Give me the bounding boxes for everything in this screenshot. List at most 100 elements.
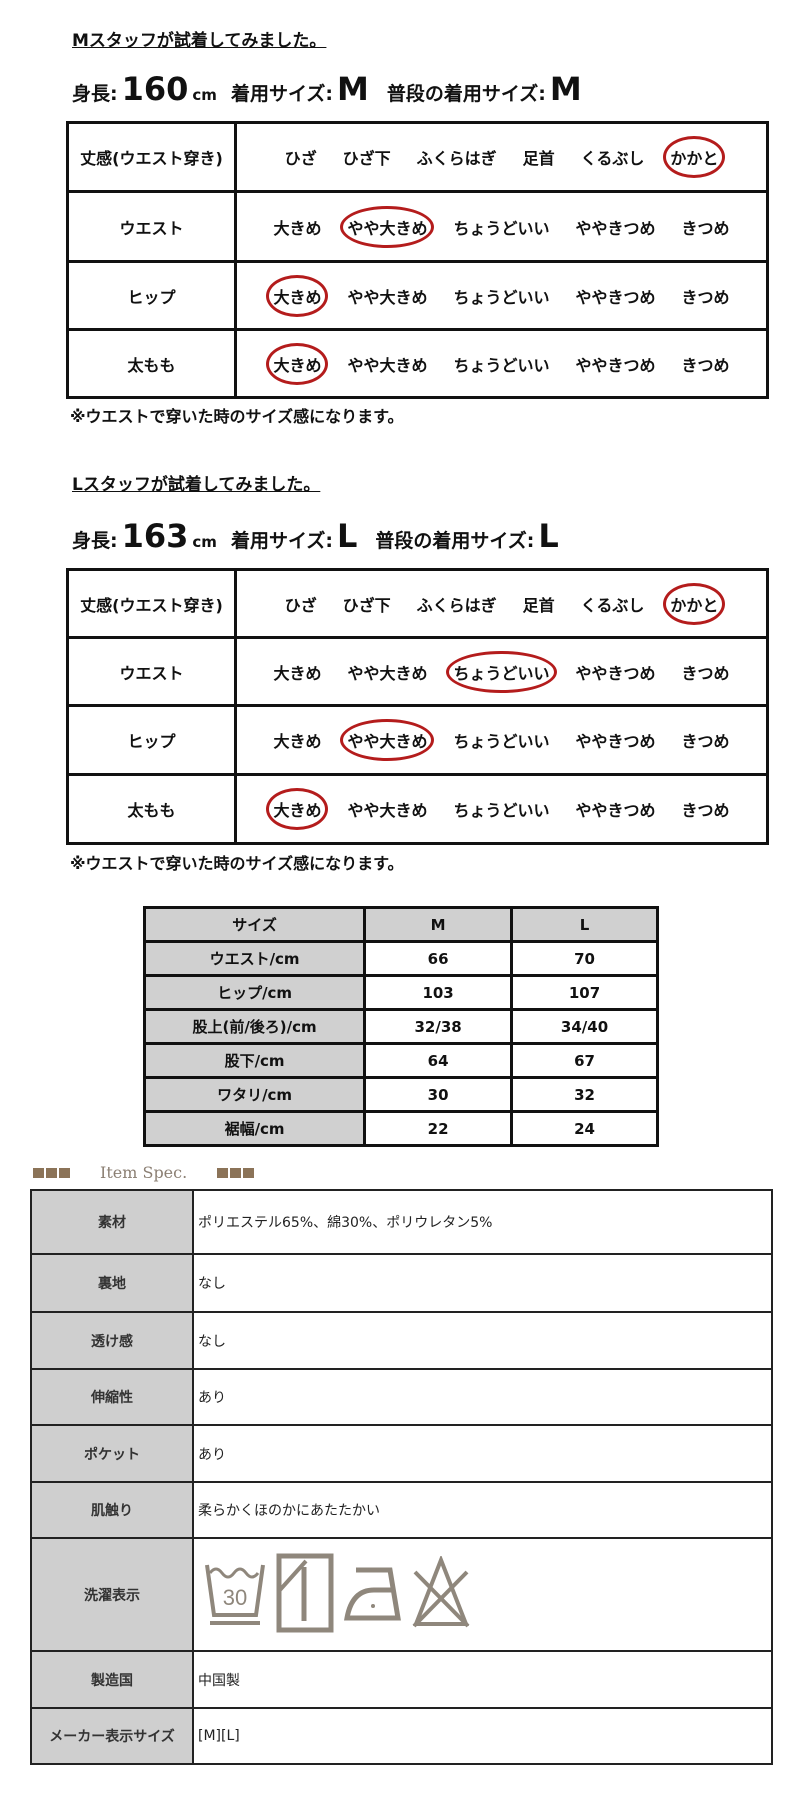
measurement-height-label: 身長:: [72, 83, 118, 105]
measurement-usual: M: [549, 70, 582, 108]
spec-label: 裏地: [30, 1253, 194, 1313]
option: ややきつめ: [575, 663, 656, 683]
measurement-height-unit: cm: [192, 533, 217, 551]
fit-row: 太もも 大きめ やや大きめ ちょうどいい ややきつめ きつめ: [66, 773, 769, 845]
option: やや大きめ: [347, 663, 428, 683]
size-value: 30: [363, 1076, 514, 1113]
fit-row-label: 丈感(ウエスト穿き): [66, 121, 237, 193]
option: きつめ: [681, 287, 730, 307]
option: 足首: [522, 595, 555, 615]
option: ひざ下: [342, 595, 391, 615]
spec-value: なし: [192, 1311, 773, 1370]
option: やや大きめ: [347, 801, 428, 820]
measurement-size-label: 着用サイズ:: [230, 83, 333, 105]
spec-label: メーカー表示サイズ: [30, 1707, 194, 1765]
fit-table: 丈感(ウエスト穿き) ひざ ひざ下 ふくらはぎ 足首 くるぶし かかと ウエスト 大きめ やや大き…: [66, 121, 769, 399]
option: ふくらはぎ: [416, 149, 497, 168]
selected-option: 大きめ: [266, 788, 329, 830]
selected-option: かかと: [663, 136, 726, 178]
option: ややきつめ: [575, 287, 656, 307]
size-row-label: 裾幅/cm: [142, 1110, 367, 1147]
size-value: 22: [363, 1110, 514, 1147]
options-list: 大きめ やや大きめ ちょうどいい ややきつめ きつめ: [237, 650, 766, 693]
item-spec-title: Item Spec.: [100, 1163, 188, 1182]
measurement-size: M: [336, 70, 369, 108]
option: くるぶし: [580, 595, 645, 615]
options-list: ひざ ひざ下 ふくらはぎ 足首 くるぶし かかと: [237, 136, 766, 178]
wash-30-icon: 30: [204, 1557, 266, 1633]
fit-options: 大きめ やや大きめ ちょうどいい ややきつめ きつめ: [234, 260, 769, 331]
option: ちょうどいい: [453, 355, 550, 375]
measurement-usual: L: [538, 517, 559, 555]
size-row-label: ヒップ/cm: [142, 974, 367, 1011]
size-value: 107: [510, 974, 659, 1011]
fit-row: ウエスト 大きめ やや大きめ ちょうどいい ややきつめ きつめ: [66, 636, 769, 707]
fit-row-label: ウエスト: [66, 636, 237, 707]
spec-label: 透け感: [30, 1311, 194, 1370]
spec-value: [M][L]: [192, 1707, 773, 1765]
fit-note: ※ウエストで穿いた時のサイズ感になります。: [70, 407, 404, 426]
fit-row-label: 太もも: [66, 328, 237, 399]
selected-option: 大きめ: [266, 342, 329, 385]
selected-option: やや大きめ: [340, 719, 435, 761]
option: きつめ: [681, 663, 730, 683]
fit-row: 丈感(ウエスト穿き) ひざ ひざ下 ふくらはぎ 足首 くるぶし かかと: [66, 568, 769, 639]
option: ひざ下: [342, 149, 391, 168]
option: やや大きめ: [347, 287, 428, 307]
options-list: ひざ ひざ下 ふくらはぎ 足首 くるぶし かかと: [237, 582, 766, 625]
option: ちょうどいい: [453, 287, 550, 307]
size-row-label: ウエスト/cm: [142, 940, 367, 977]
option: ちょうどいい: [453, 801, 550, 820]
measurement-usual-label: 普段の着用サイズ:: [375, 530, 535, 552]
section-title: Lスタッフが試着してみました。: [72, 475, 321, 495]
selected-option: ちょうどいい: [446, 650, 557, 693]
fit-options: 大きめ やや大きめ ちょうどいい ややきつめ きつめ: [234, 636, 769, 707]
spec-label: 洗濯表示: [30, 1537, 194, 1652]
fit-row: ヒップ 大きめ やや大きめ ちょうどいい ややきつめ きつめ: [66, 704, 769, 776]
drip-dry-shade-icon: [276, 1553, 334, 1637]
spec-label: 肌触り: [30, 1481, 194, 1539]
option: ふくらはぎ: [416, 595, 497, 615]
square-icon: [243, 1168, 255, 1178]
square-icon: [33, 1168, 44, 1178]
option: 大きめ: [273, 732, 322, 751]
spec-label: 製造国: [30, 1650, 194, 1709]
fit-note: ※ウエストで穿いた時のサイズ感になります。: [70, 854, 404, 873]
size-header: M: [363, 906, 514, 943]
spec-row: 製造国 中国製: [30, 1650, 773, 1709]
size-row: ワタリ/cm 30 32: [142, 1076, 659, 1113]
size-header: サイズ: [142, 906, 367, 943]
option: ひざ: [284, 149, 317, 168]
selected-option: 大きめ: [266, 274, 329, 317]
fit-row-label: 太もも: [66, 773, 237, 845]
spec-label: 伸縮性: [30, 1368, 194, 1426]
iron-low-icon: [344, 1562, 402, 1628]
spec-value: あり: [192, 1368, 773, 1426]
item-spec-heading: Item Spec.: [33, 1163, 256, 1182]
selected-option: かかと: [663, 582, 726, 625]
options-list: 大きめ やや大きめ ちょうどいい ややきつめ きつめ: [237, 788, 766, 830]
measurement-height: 163: [121, 517, 189, 555]
fit-row: ヒップ 大きめ やや大きめ ちょうどいい ややきつめ きつめ: [66, 260, 769, 331]
option: ちょうどいい: [453, 218, 550, 238]
spec-value: 中国製: [192, 1650, 773, 1709]
selected-option: やや大きめ: [340, 205, 435, 248]
spec-row: 洗濯表示 30: [30, 1537, 773, 1652]
size-value: 24: [510, 1110, 659, 1147]
size-table: サイズ M L ウエスト/cm 66 70 ヒップ/cm 103 107 股上(前/後ろ)/cm 3…: [142, 906, 659, 1147]
size-row: 股上(前/後ろ)/cm 32/38 34/40: [142, 1008, 659, 1045]
spec-row: 透け感 なし: [30, 1311, 773, 1370]
option: くるぶし: [580, 149, 645, 168]
decor-squares-icon: [217, 1163, 256, 1182]
measurement-height-unit: cm: [192, 86, 217, 104]
spec-label: 素材: [30, 1189, 194, 1255]
fit-options: ひざ ひざ下 ふくらはぎ 足首 くるぶし かかと: [234, 121, 769, 193]
fit-row-label: ウエスト: [66, 190, 237, 263]
spec-row: 素材 ポリエステル65%、綿30%、ポリウレタン5%: [30, 1189, 773, 1255]
fit-options: ひざ ひざ下 ふくらはぎ 足首 くるぶし かかと: [234, 568, 769, 639]
option: ややきつめ: [575, 218, 656, 238]
size-header-row: サイズ M L: [142, 906, 659, 943]
spec-value: ポリエステル65%、綿30%、ポリウレタン5%: [192, 1189, 773, 1255]
size-value: 70: [510, 940, 659, 977]
size-value: 64: [363, 1042, 514, 1079]
